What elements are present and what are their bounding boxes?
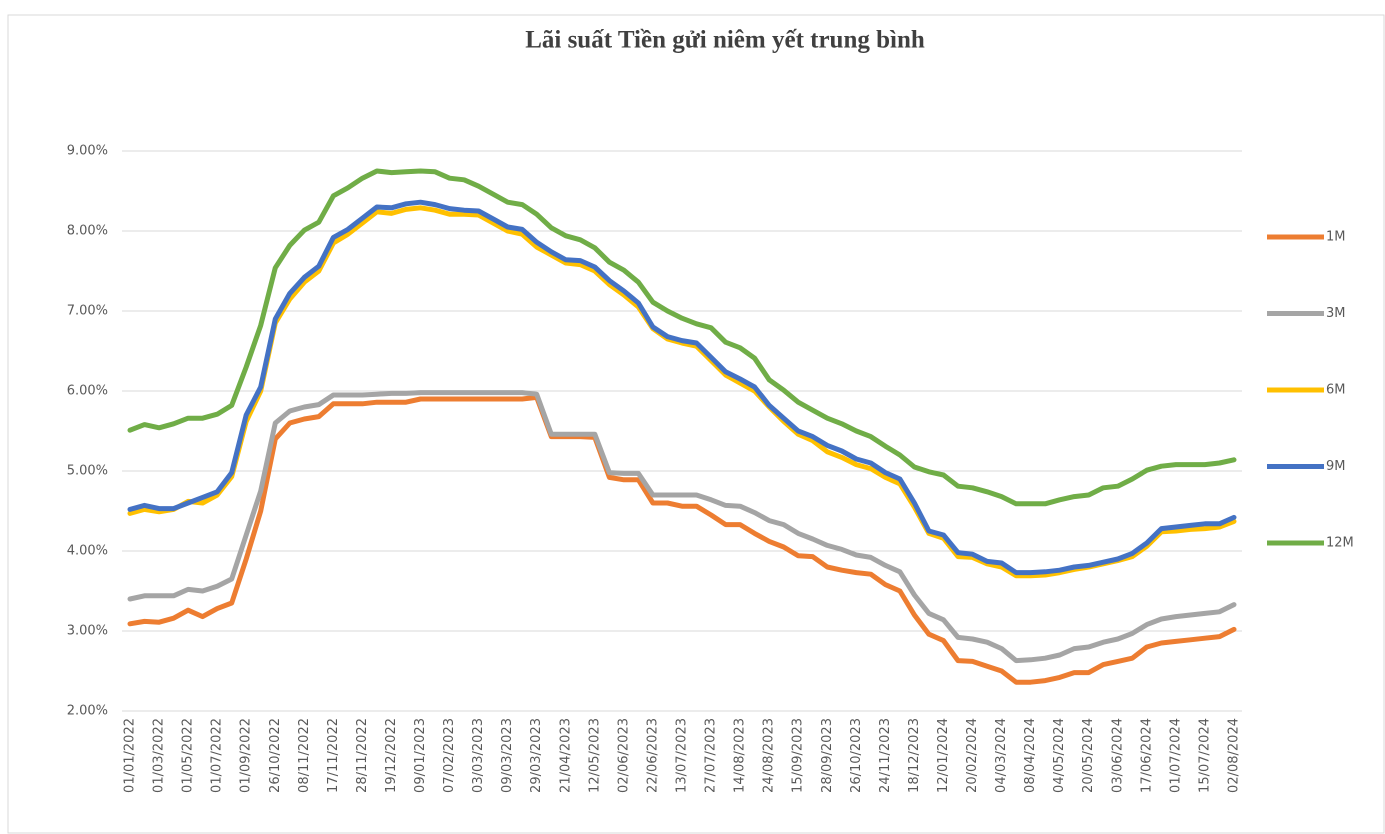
x-tick-label: 17/11/2022 [326, 718, 341, 793]
x-tick-label: 28/11/2022 [355, 718, 370, 793]
x-tick-label: 04/05/2024 [1052, 718, 1067, 793]
x-tick-label: 26/10/2023 [849, 718, 864, 793]
x-tick-label: 04/03/2024 [994, 718, 1009, 793]
series-line [127, 199, 1237, 576]
legend-label: 1M [1326, 230, 1346, 245]
x-tick-label: 02/08/2024 [1227, 718, 1242, 793]
x-tick-label: 12/05/2023 [587, 718, 602, 793]
x-tick-label: 15/07/2024 [1197, 718, 1212, 793]
x-tick-label: 14/08/2023 [733, 718, 748, 793]
x-tick-label: 08/11/2022 [297, 718, 312, 793]
x-tick-label: 24/08/2023 [762, 718, 777, 793]
x-tick-label: 27/07/2023 [704, 718, 719, 793]
x-tick-label: 20/02/2024 [965, 718, 980, 793]
x-tick-label: 20/05/2024 [1081, 718, 1096, 793]
x-tick-label: 18/12/2023 [907, 718, 922, 793]
x-tick-label: 03/06/2024 [1110, 718, 1125, 793]
x-tick-label: 01/07/2024 [1168, 718, 1183, 793]
chart-frame [7, 14, 1385, 834]
legend-label: 12M [1326, 536, 1354, 551]
x-tick-label: 24/11/2023 [878, 718, 893, 793]
x-tick-label: 09/03/2023 [500, 718, 515, 793]
y-tick-label: 2.00% [67, 704, 108, 719]
x-tick-label: 17/06/2024 [1139, 718, 1154, 793]
x-tick-label: 26/10/2022 [268, 718, 283, 793]
y-tick-label: 7.00% [67, 304, 108, 319]
series-line [127, 390, 1237, 664]
x-tick-label: 28/09/2023 [820, 718, 835, 793]
series-line [127, 168, 1237, 507]
y-tick-label: 9.00% [67, 144, 108, 159]
x-tick-label: 12/01/2024 [936, 718, 951, 793]
x-tick-label: 22/06/2023 [645, 718, 660, 793]
legend-label: 3M [1326, 306, 1346, 321]
legend-label: 9M [1326, 459, 1346, 474]
y-tick-label: 4.00% [67, 544, 108, 559]
x-tick-label: 02/06/2023 [616, 718, 631, 793]
y-tick-label: 8.00% [67, 224, 108, 239]
legend-label: 6M [1326, 383, 1346, 398]
x-tick-label: 15/09/2023 [791, 718, 806, 793]
x-tick-label: 01/07/2022 [210, 718, 225, 793]
x-tick-label: 21/04/2023 [558, 718, 573, 793]
y-tick-label: 5.00% [67, 464, 108, 479]
x-tick-label: 01/01/2022 [123, 718, 138, 793]
x-tick-label: 03/03/2023 [471, 718, 486, 793]
x-tick-label: 19/12/2022 [384, 718, 399, 793]
x-tick-label: 08/04/2024 [1023, 718, 1038, 793]
x-tick-label: 07/02/2023 [442, 718, 457, 793]
x-tick-label: 09/01/2023 [413, 718, 428, 793]
chart-title: Lãi suất Tiền gửi niêm yết trung bình [525, 27, 925, 54]
x-tick-label: 01/03/2022 [152, 718, 167, 793]
x-tick-label: 01/09/2022 [239, 718, 254, 793]
y-tick-label: 6.00% [67, 384, 108, 399]
series-line [127, 394, 1237, 685]
x-tick-label: 01/05/2022 [181, 718, 196, 793]
x-tick-label: 13/07/2023 [675, 718, 690, 793]
x-tick-label: 29/03/2023 [529, 718, 544, 793]
y-tick-label: 3.00% [67, 624, 108, 639]
